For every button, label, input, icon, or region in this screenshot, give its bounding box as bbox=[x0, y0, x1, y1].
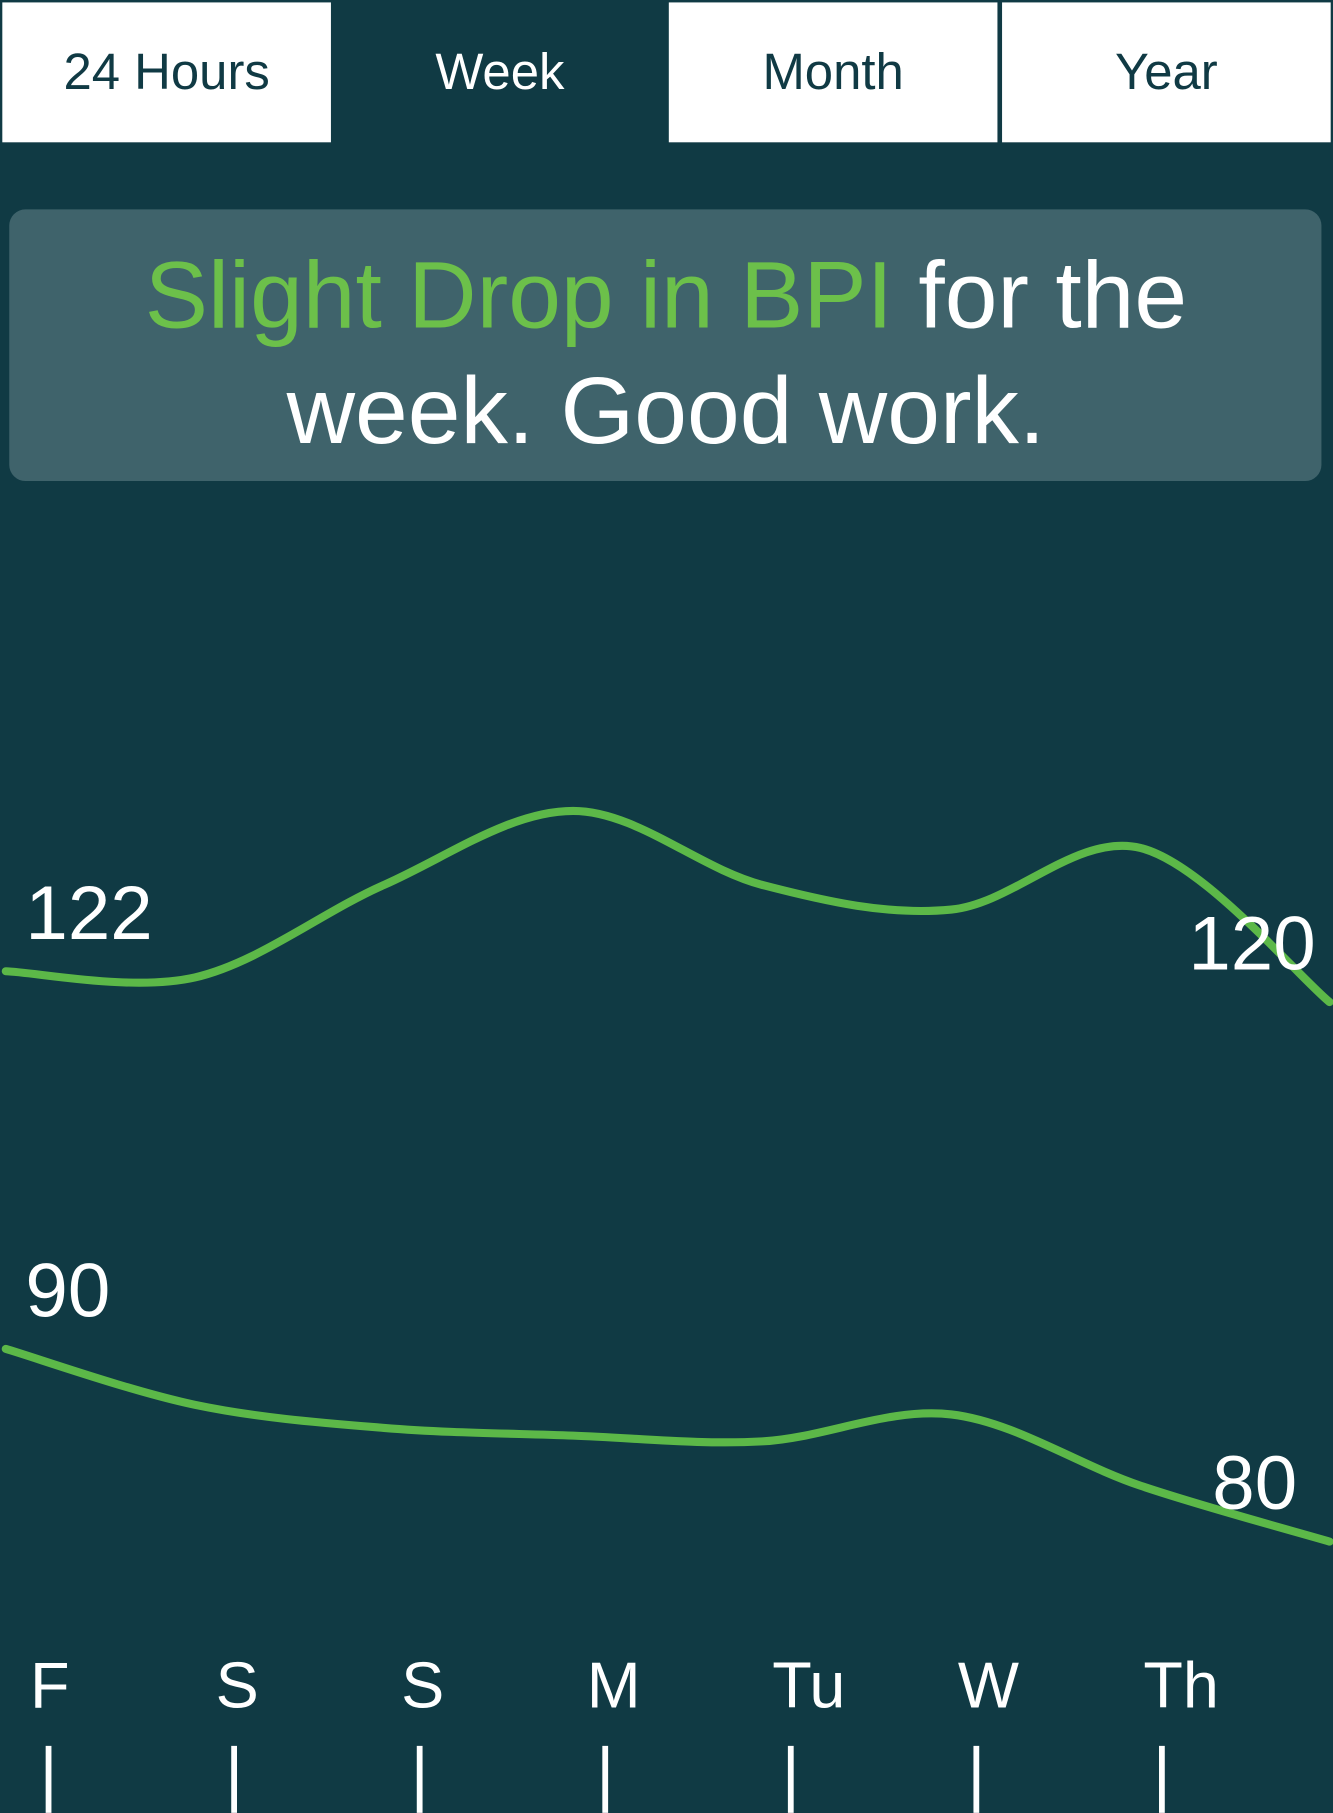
day-label: Tu bbox=[772, 1649, 845, 1722]
tab-label[interactable]: Year bbox=[1115, 43, 1218, 100]
message-line-2: week. Good work. bbox=[286, 358, 1046, 464]
tab[interactable] bbox=[999, 0, 1333, 145]
day-label: F bbox=[30, 1649, 70, 1722]
day-label: S bbox=[401, 1649, 444, 1722]
start-value-label: 90 bbox=[25, 1249, 110, 1334]
tab-bar: 24 Hours Week Month Year bbox=[0, 0, 1333, 145]
day-label: S bbox=[216, 1649, 259, 1722]
tab[interactable] bbox=[0, 0, 334, 145]
start-value-label: 122 bbox=[25, 871, 152, 956]
message-highlight: Slight Drop in BPI bbox=[145, 242, 893, 348]
tab[interactable] bbox=[333, 0, 667, 145]
message-line-1: Slight Drop in BPI for the bbox=[145, 242, 1187, 348]
tab-label[interactable]: Month bbox=[762, 43, 903, 100]
message-rest: for the bbox=[918, 242, 1187, 348]
day-label: W bbox=[958, 1649, 1019, 1722]
end-value-label: 80 bbox=[1212, 1441, 1297, 1526]
tab[interactable] bbox=[666, 0, 1000, 145]
day-label: M bbox=[587, 1649, 641, 1722]
tab-label[interactable]: Week bbox=[435, 43, 565, 100]
day-label: Th bbox=[1143, 1649, 1219, 1722]
line bbox=[1, 1344, 1333, 1546]
tab-label[interactable]: 24 Hours bbox=[63, 43, 269, 100]
chart: 122 120 90 80 F S S M Tu W Th bbox=[1, 806, 1333, 1813]
end-value-label: 120 bbox=[1188, 902, 1315, 987]
message-box bbox=[9, 209, 1322, 482]
line bbox=[1, 806, 1333, 1007]
